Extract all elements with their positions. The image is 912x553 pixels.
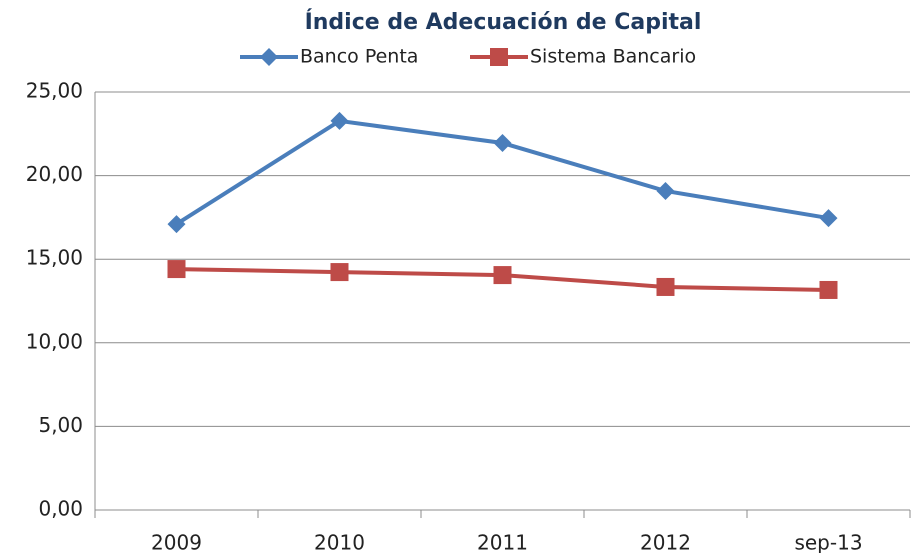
point bbox=[330, 111, 349, 130]
point bbox=[167, 215, 186, 234]
y-tick-label: 25,00 bbox=[26, 79, 83, 103]
y-tick-label: 20,00 bbox=[26, 162, 83, 186]
point bbox=[819, 280, 838, 299]
x-tick-label: sep-13 bbox=[794, 531, 862, 553]
point bbox=[493, 266, 512, 285]
y-tick-label: 0,00 bbox=[38, 497, 83, 521]
chart-title: Índice de Adecuación de Capital bbox=[305, 9, 702, 35]
legend-marker bbox=[490, 48, 508, 66]
x-tick-label: 2011 bbox=[477, 531, 528, 553]
y-tick-label: 15,00 bbox=[26, 246, 83, 270]
point bbox=[819, 209, 838, 228]
point bbox=[167, 260, 186, 279]
legend-label: Banco Penta bbox=[300, 46, 418, 68]
legend-label: Sistema Bancario bbox=[530, 46, 696, 68]
point bbox=[493, 133, 512, 152]
x-tick-label: 2012 bbox=[640, 531, 691, 553]
y-tick-label: 5,00 bbox=[38, 413, 83, 437]
x-tick-label: 2010 bbox=[314, 531, 365, 553]
point bbox=[656, 181, 675, 200]
point bbox=[656, 277, 675, 296]
x-tick-label: 2009 bbox=[151, 531, 202, 553]
y-tick-label: 10,00 bbox=[26, 329, 83, 353]
legend-marker bbox=[260, 48, 278, 66]
point bbox=[330, 263, 349, 282]
